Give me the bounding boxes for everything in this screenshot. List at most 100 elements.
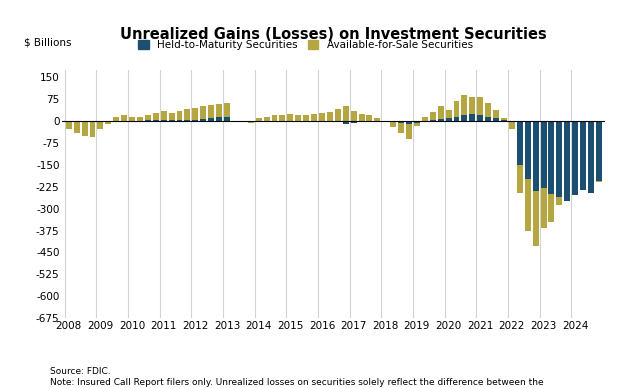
Bar — [311, 121, 317, 122]
Bar — [74, 121, 80, 133]
Bar — [430, 120, 436, 121]
Bar — [319, 113, 325, 121]
Bar — [469, 97, 475, 121]
Bar — [540, 121, 547, 229]
Bar — [398, 121, 404, 133]
Bar — [319, 121, 325, 122]
Bar — [588, 121, 594, 193]
Bar — [82, 121, 87, 122]
Bar — [168, 120, 175, 121]
Bar — [501, 118, 507, 121]
Bar — [89, 121, 95, 137]
Bar — [295, 115, 301, 121]
Bar — [200, 106, 206, 121]
Bar — [343, 121, 349, 124]
Bar — [153, 120, 158, 121]
Text: Note: Insured Call Report filers only. Unrealized losses on securities solely re: Note: Insured Call Report filers only. U… — [50, 378, 544, 388]
Bar — [216, 104, 222, 121]
Bar — [557, 121, 562, 205]
Bar — [548, 121, 555, 194]
Bar — [208, 118, 214, 121]
Bar — [383, 121, 388, 122]
Bar — [113, 118, 119, 121]
Bar — [469, 114, 475, 121]
Bar — [517, 121, 523, 193]
Bar — [208, 105, 214, 121]
Bar — [588, 121, 594, 179]
Bar — [216, 118, 222, 121]
Bar — [224, 118, 230, 121]
Bar — [437, 106, 444, 121]
Bar — [477, 97, 483, 121]
Bar — [462, 95, 467, 121]
Bar — [161, 120, 167, 121]
Bar — [501, 120, 507, 121]
Bar — [192, 120, 198, 121]
Bar — [248, 121, 254, 123]
Bar — [137, 118, 143, 121]
Bar — [248, 121, 254, 122]
Bar — [66, 121, 72, 129]
Bar — [462, 115, 467, 121]
Bar — [580, 121, 586, 190]
Bar — [192, 108, 198, 121]
Bar — [580, 121, 586, 183]
Bar — [280, 114, 285, 121]
Bar — [454, 101, 459, 121]
Title: Unrealized Gains (Losses) on Investment Securities: Unrealized Gains (Losses) on Investment … — [120, 27, 547, 42]
Bar — [271, 115, 278, 121]
Bar — [564, 121, 570, 201]
Bar — [406, 121, 412, 125]
Bar — [263, 116, 270, 121]
Bar — [596, 121, 602, 182]
Bar — [351, 111, 356, 121]
Bar — [414, 121, 420, 126]
Bar — [287, 114, 293, 121]
Bar — [168, 113, 175, 121]
Bar — [374, 118, 381, 121]
Bar — [525, 121, 530, 179]
Bar — [525, 121, 530, 231]
Bar — [422, 121, 428, 122]
Bar — [121, 114, 127, 121]
Bar — [200, 119, 206, 121]
Bar — [327, 121, 333, 122]
Bar — [430, 112, 436, 121]
Bar — [596, 121, 602, 181]
Text: Source: FDIC.: Source: FDIC. — [50, 367, 110, 376]
Bar — [129, 116, 135, 121]
Text: $ Billions: $ Billions — [24, 38, 72, 48]
Bar — [454, 116, 459, 121]
Bar — [366, 115, 373, 121]
Bar — [493, 110, 499, 121]
Bar — [557, 121, 562, 197]
Bar — [232, 121, 238, 123]
Bar — [533, 121, 539, 191]
Bar — [572, 121, 578, 191]
Bar — [422, 118, 428, 121]
Bar — [177, 111, 182, 121]
Bar — [406, 121, 412, 139]
Bar — [185, 109, 190, 121]
Bar — [446, 118, 452, 121]
Bar — [414, 121, 420, 123]
Bar — [351, 121, 356, 123]
Bar — [97, 121, 104, 122]
Bar — [398, 121, 404, 123]
Bar — [548, 121, 555, 222]
Bar — [335, 121, 341, 123]
Bar — [97, 121, 104, 129]
Bar — [390, 121, 396, 127]
Bar — [303, 115, 309, 121]
Bar — [359, 121, 364, 123]
Bar — [446, 110, 452, 121]
Bar — [366, 121, 373, 122]
Bar — [359, 114, 364, 121]
Bar — [280, 121, 285, 122]
Bar — [89, 121, 95, 123]
Bar — [533, 121, 539, 246]
Bar — [509, 121, 515, 129]
Bar — [327, 112, 333, 121]
Bar — [540, 121, 547, 188]
Bar — [437, 119, 444, 121]
